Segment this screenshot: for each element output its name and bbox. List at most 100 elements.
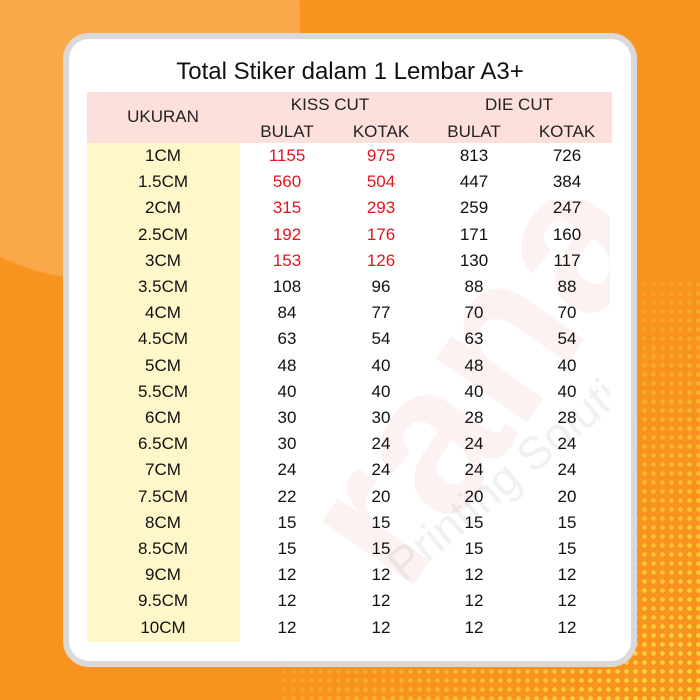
cell-die-kotak: 20: [557, 486, 577, 506]
cell-die-kotak: 70: [557, 303, 577, 323]
cell-kiss-bulat: 315: [272, 198, 302, 218]
cell-kiss-kotak: 12: [371, 565, 391, 585]
cell-kiss-bulat: 153: [272, 250, 302, 270]
cell-size: 7.5CM: [137, 486, 189, 506]
cell-size: 8.5CM: [137, 539, 189, 558]
cell-kiss-kotak: 504: [366, 172, 396, 192]
cell-kiss-bulat: 30: [277, 408, 297, 427]
cell-die-bulat: 70: [464, 303, 484, 323]
cell-die-kotak: 40: [557, 381, 577, 401]
cell-size: 6.5CM: [137, 434, 189, 454]
cell-size: 9CM: [145, 565, 181, 585]
cell-kiss-kotak: 176: [366, 224, 396, 244]
cell-die-kotak: 15: [557, 539, 577, 558]
cell-kiss-kotak: 40: [371, 381, 391, 401]
cell-kiss-bulat: 48: [277, 355, 297, 375]
cell-die-kotak: 24: [557, 434, 577, 454]
cell-die-kotak: 40: [557, 355, 577, 375]
cell-die-bulat: 12: [464, 591, 484, 611]
cell-kiss-kotak: 15: [371, 512, 391, 532]
cell-die-kotak: 12: [557, 591, 577, 611]
cell-die-bulat: 88: [464, 277, 484, 296]
cell-die-kotak: 54: [557, 329, 577, 349]
cell-size: 3CM: [145, 250, 181, 270]
cell-kiss-kotak: 15: [371, 539, 391, 558]
cell-kiss-bulat: 1155: [268, 146, 306, 165]
cell-die-bulat: 63: [464, 329, 484, 349]
cell-kiss-bulat: 560: [272, 172, 302, 192]
cell-size: 10CM: [140, 617, 186, 637]
cell-kiss-bulat: 30: [277, 434, 297, 454]
cell-die-bulat: 15: [464, 512, 484, 532]
cell-die-bulat: 171: [459, 224, 489, 244]
cell-size: 8CM: [145, 512, 181, 532]
cell-die-bulat: 447: [459, 172, 489, 192]
size-column-background: [87, 143, 240, 642]
header-kiss-bulat: BULAT: [260, 122, 314, 141]
cell-kiss-kotak: 24: [371, 434, 391, 454]
cell-die-kotak: 24: [557, 460, 577, 480]
cell-kiss-bulat: 12: [277, 617, 297, 637]
header-size: UKURAN: [127, 107, 199, 126]
cell-die-bulat: 40: [464, 381, 484, 401]
cell-die-bulat: 259: [459, 198, 489, 218]
header-die-bulat: BULAT: [447, 122, 501, 141]
cell-kiss-kotak: 40: [371, 355, 391, 375]
cell-kiss-kotak: 77: [371, 303, 391, 323]
cell-die-kotak: 117: [553, 250, 581, 270]
cell-kiss-bulat: 12: [277, 591, 297, 611]
cell-die-bulat: 130: [459, 250, 489, 270]
cell-kiss-bulat: 40: [277, 381, 297, 401]
cell-die-bulat: 12: [464, 617, 484, 637]
cell-kiss-kotak: 24: [371, 460, 391, 480]
cell-kiss-kotak: 975: [366, 146, 396, 165]
cell-size: 5.5CM: [137, 381, 189, 401]
cell-die-kotak: 247: [552, 198, 582, 218]
cell-die-bulat: 48: [464, 355, 484, 375]
cell-kiss-bulat: 24: [277, 460, 297, 480]
cell-die-kotak: 12: [557, 565, 577, 585]
cell-kiss-kotak: 12: [371, 591, 391, 611]
cell-size: 1.5CM: [137, 172, 189, 192]
cell-die-bulat: 12: [464, 565, 484, 585]
cell-die-kotak: 12: [557, 617, 577, 637]
cell-kiss-bulat: 84: [277, 303, 297, 323]
cell-size: 5CM: [145, 355, 181, 375]
cell-size: 7CM: [145, 460, 181, 480]
header-die-kotak: KOTAK: [538, 122, 596, 141]
cell-die-bulat: 15: [464, 539, 484, 558]
cell-kiss-bulat: 15: [277, 512, 297, 532]
cell-die-bulat: 28: [464, 408, 484, 427]
cell-die-kotak: 160: [552, 224, 582, 244]
cell-kiss-bulat: 192: [272, 224, 302, 244]
cell-size: 4.5CM: [137, 329, 189, 349]
page-title: Total Stiker dalam 1 Lembar A3+: [176, 58, 524, 85]
cell-kiss-kotak: 20: [371, 486, 391, 506]
cell-kiss-bulat: 15: [277, 539, 297, 558]
cell-kiss-kotak: 30: [371, 408, 391, 427]
header-kiss-cut: KISS CUT: [290, 95, 370, 114]
cell-kiss-kotak: 54: [371, 329, 391, 349]
cell-die-bulat: 24: [464, 434, 484, 454]
cell-kiss-bulat: 63: [277, 329, 297, 349]
cell-kiss-kotak: 96: [371, 277, 391, 296]
cell-die-bulat: 20: [464, 486, 484, 506]
table-header: [87, 92, 612, 143]
cell-kiss-bulat: 22: [277, 486, 297, 506]
cell-size: 4CM: [145, 303, 181, 323]
cell-kiss-bulat: 108: [272, 277, 302, 296]
cell-kiss-kotak: 12: [371, 617, 391, 637]
cell-die-kotak: 28: [557, 408, 577, 427]
cell-size: 2CM: [145, 198, 181, 218]
cell-kiss-kotak: 126: [366, 250, 396, 270]
cell-size: 2.5CM: [137, 224, 189, 244]
cell-kiss-kotak: 293: [366, 198, 396, 218]
cell-kiss-bulat: 12: [277, 565, 297, 585]
cell-size: 9.5CM: [137, 591, 189, 611]
cell-size: 6CM: [145, 408, 181, 427]
cell-die-bulat: 24: [464, 460, 484, 480]
cell-die-kotak: 88: [557, 277, 577, 296]
header-die-cut: DIE CUT: [485, 95, 553, 114]
cell-die-kotak: 726: [552, 146, 582, 165]
cell-die-kotak: 384: [552, 172, 582, 192]
